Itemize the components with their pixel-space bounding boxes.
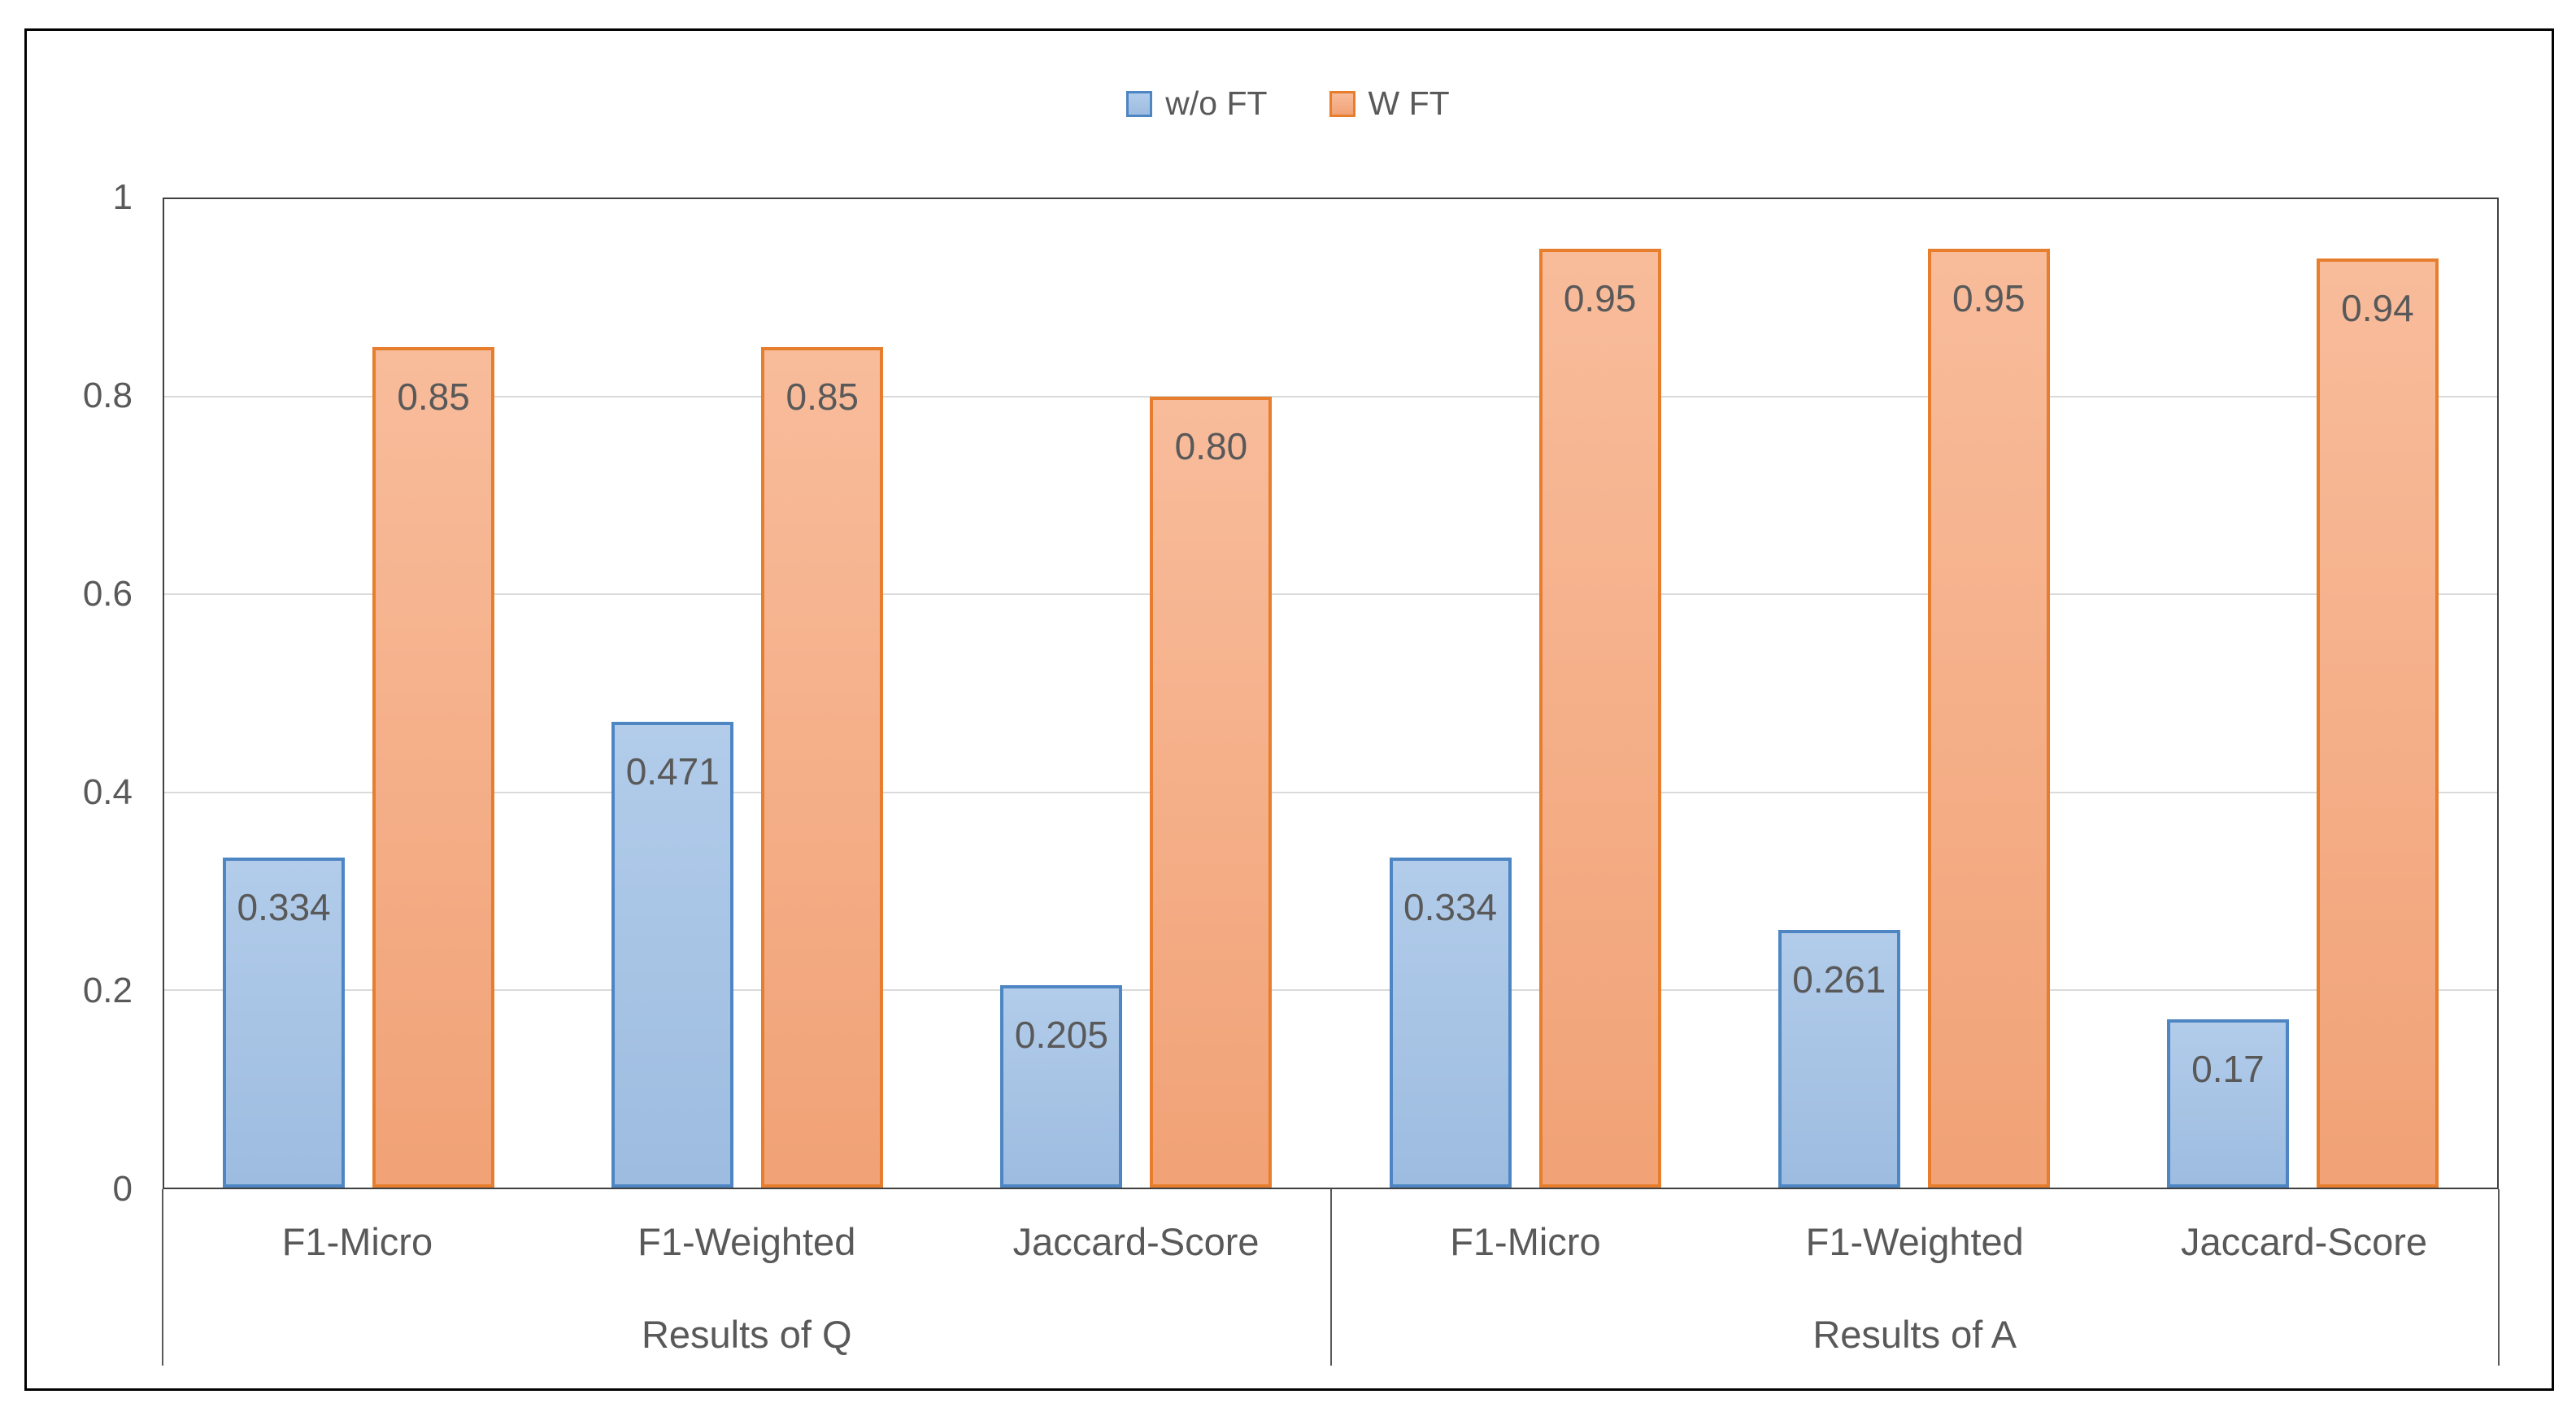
bar-value-label: 0.95 xyxy=(1952,276,2026,319)
category-slot: 0.205 0.80 xyxy=(942,199,1330,1188)
bar-w-o-ft: 0.334 xyxy=(1389,857,1512,1188)
bar-w-ft: 0.85 xyxy=(372,347,495,1188)
bar-value-label: 0.80 xyxy=(1174,425,1248,468)
plot-area: 0.334 0.85 0.471 0.85 0.205 0.80 0.334 0.95 0.26… xyxy=(163,198,2499,1189)
y-tick-label: 0.6 xyxy=(82,574,133,614)
bar-w-o-ft: 0.471 xyxy=(611,722,734,1188)
category-label: F1-Weighted xyxy=(637,1219,856,1263)
gridline xyxy=(164,988,2497,991)
bar-w-o-ft: 0.261 xyxy=(1778,929,1900,1188)
bar-value-label: 0.205 xyxy=(1014,1013,1108,1056)
bar-value-label: 0.94 xyxy=(2341,286,2414,329)
category-label: F1-Micro xyxy=(1450,1219,1601,1263)
bar-slots: 0.334 0.85 0.471 0.85 0.205 0.80 0.334 0.95 0.26… xyxy=(164,199,2497,1188)
legend-item-w-ft: W FT xyxy=(1329,85,1450,123)
bar-w-o-ft: 0.17 xyxy=(2166,1019,2289,1188)
bar-w-o-ft: 0.334 xyxy=(223,857,346,1188)
gridline xyxy=(164,396,2497,398)
y-tick-label: 0.2 xyxy=(82,971,133,1010)
bar-value-label: 0.95 xyxy=(1563,276,1637,319)
category-label: Jaccard-Score xyxy=(2181,1219,2428,1263)
category-slot: 0.334 0.95 xyxy=(1331,199,1720,1188)
bar-w-ft: 0.80 xyxy=(1150,397,1273,1188)
category-slot: 0.17 0.94 xyxy=(2108,199,2497,1188)
category-label: Jaccard-Score xyxy=(1012,1219,1260,1263)
category-slot: 0.471 0.85 xyxy=(553,199,942,1188)
bar-w-ft: 0.95 xyxy=(1538,248,1661,1188)
bar-w-ft: 0.95 xyxy=(1927,248,2050,1188)
category-label: F1-Micro xyxy=(281,1219,433,1263)
category-slot: 0.261 0.95 xyxy=(1720,199,2108,1188)
bar-value-label: 0.85 xyxy=(397,376,470,419)
bar-value-label: 0.334 xyxy=(1403,885,1498,928)
bar-value-label: 0.471 xyxy=(625,750,720,793)
legend-swatch-orange-icon xyxy=(1329,90,1355,117)
group-label: Results of Q xyxy=(641,1312,852,1356)
bar-value-label: 0.334 xyxy=(237,885,331,928)
bar-w-ft: 0.85 xyxy=(761,347,884,1188)
bar-value-label: 0.17 xyxy=(2191,1048,2265,1091)
y-tick-label: 0.8 xyxy=(82,376,133,415)
axis-group-separator xyxy=(2498,1189,2500,1366)
y-tick-label: 0.4 xyxy=(82,772,133,812)
legend-label: w/o FT xyxy=(1165,85,1268,122)
legend-swatch-blue-icon xyxy=(1126,90,1153,117)
bar-w-o-ft: 0.205 xyxy=(1000,984,1123,1188)
y-tick-label: 1 xyxy=(112,177,133,217)
bar-w-ft: 0.94 xyxy=(2316,258,2439,1188)
bar-value-label: 0.261 xyxy=(1792,958,1886,1001)
legend-item-wo-ft: w/o FT xyxy=(1126,85,1268,123)
axis-group-separator xyxy=(1329,1189,1332,1366)
category-label-row: F1-Micro F1-Weighted Jaccard-Score F1-Micro… xyxy=(163,1189,2499,1293)
gridline xyxy=(164,593,2497,596)
category-slot: 0.334 0.85 xyxy=(164,199,553,1188)
legend-label: W FT xyxy=(1368,85,1450,122)
group-label-row: Results of Q Results of A xyxy=(163,1293,2499,1375)
group-label: Results of A xyxy=(1812,1312,2017,1356)
axis-group-separator xyxy=(162,1189,163,1366)
gridline xyxy=(164,791,2497,793)
chart-legend: w/o FT W FT xyxy=(0,85,2576,123)
y-axis: 0 0.2 0.4 0.6 0.8 1 xyxy=(0,180,133,1207)
bar-value-label: 0.85 xyxy=(785,376,859,419)
y-tick-label: 0 xyxy=(112,1169,133,1209)
category-label: F1-Weighted xyxy=(1805,1219,2024,1263)
x-axis: F1-Micro F1-Weighted Jaccard-Score F1-Micro… xyxy=(162,1189,2500,1386)
